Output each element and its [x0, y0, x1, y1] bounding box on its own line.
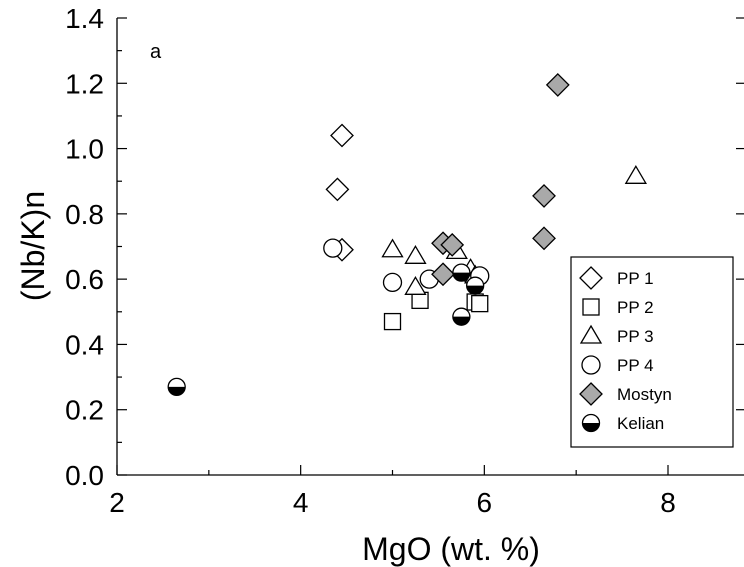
- x-tick-label: 4: [293, 487, 309, 518]
- data-point: [532, 183, 556, 208]
- y-tick-label: 0.2: [65, 395, 104, 426]
- legend-label: Mostyn: [617, 385, 672, 404]
- legend-box: [570, 256, 734, 448]
- legend: PP 1 PP 2 PP 3 PP 4 Mostyn Kelian: [570, 256, 734, 448]
- data-point: [452, 307, 471, 326]
- y-tick-label: 0.6: [65, 264, 104, 295]
- data-point: [404, 276, 427, 295]
- data-point: [624, 165, 647, 184]
- x-tick-label: 2: [109, 487, 125, 518]
- data-point: [532, 226, 556, 251]
- data-point: [330, 123, 354, 148]
- data-point: [325, 177, 350, 202]
- y-tick-label: 0.4: [65, 329, 104, 360]
- data-point: [452, 263, 471, 282]
- x-axis-label: MgO (wt. %): [362, 531, 540, 567]
- legend-marker: [581, 355, 601, 375]
- legend-label: PP 1: [617, 269, 654, 288]
- data-point: [167, 377, 186, 397]
- y-tick-label: 0.0: [65, 460, 104, 491]
- legend-marker: [582, 298, 600, 316]
- data-point: [382, 272, 403, 293]
- x-tick-label: 6: [477, 487, 493, 518]
- y-axis-label: (Nb/K)n: [15, 191, 51, 301]
- data-point: [323, 238, 343, 258]
- data-point: [431, 262, 455, 287]
- legend-marker: [579, 266, 603, 290]
- y-tick-label: 1.4: [65, 3, 104, 34]
- panel-label: a: [150, 41, 162, 63]
- y-ticks: 0.0 0.2 0.4 0.6 0.8 1.0 1.2 1.4: [65, 3, 744, 491]
- data-point: [404, 245, 427, 264]
- legend-marker: [579, 382, 603, 406]
- data-points: [167, 72, 647, 397]
- legend-label: Kelian: [617, 414, 664, 433]
- x-tick-label: 8: [660, 487, 676, 518]
- legend-label: PP 2: [617, 298, 654, 317]
- data-point: [381, 238, 404, 258]
- data-point: [465, 276, 485, 295]
- y-tick-label: 1.0: [65, 134, 104, 165]
- data-point: [383, 312, 402, 331]
- x-ticks: 2 4 6 8: [109, 465, 676, 518]
- y-tick-label: 1.2: [65, 68, 104, 99]
- legend-label: PP 3: [617, 327, 654, 346]
- data-point: [440, 232, 465, 257]
- data-point: [545, 72, 570, 97]
- legend-marker: [579, 324, 603, 344]
- legend-marker: [581, 413, 601, 433]
- legend-label: PP 4: [617, 356, 654, 375]
- data-point: [471, 294, 489, 313]
- y-tick-label: 0.8: [65, 199, 104, 230]
